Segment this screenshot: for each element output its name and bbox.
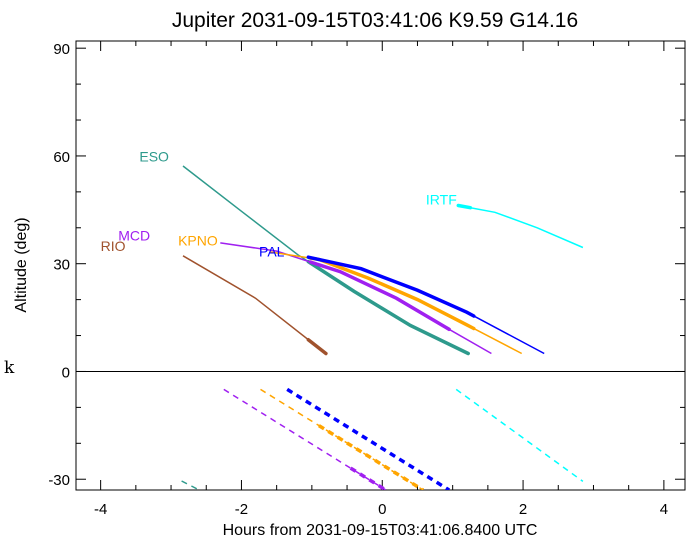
- y-axis-label: Altitude (deg): [13, 217, 30, 312]
- series-rio-night: [306, 337, 328, 356]
- series-label-pal: PAL: [259, 244, 285, 260]
- y-tick-label: 0: [62, 364, 70, 381]
- series-mcd-night: [308, 260, 451, 332]
- series-label-irtf: IRTF: [426, 191, 457, 207]
- series-label-mcd: MCD: [118, 227, 150, 243]
- chart-title: Jupiter 2031-09-15T03:41:06 K9.59 G14.16: [172, 9, 578, 32]
- tick-labels: -4 -2 0 2 4 -30 0 30 60 90: [48, 41, 668, 518]
- y-tick-label: 30: [53, 257, 70, 274]
- series-label-rio: RIO: [101, 238, 126, 254]
- series-kpno-below-night: [317, 424, 425, 490]
- series-eso-below: [181, 480, 200, 490]
- series-eso-night: [306, 259, 470, 356]
- x-tick-label: -4: [94, 501, 107, 518]
- y-tick-label: 90: [53, 41, 70, 58]
- x-tick-label: -2: [235, 501, 248, 518]
- series-pal-night: [306, 255, 476, 318]
- series-mcd-below-night: [349, 466, 387, 490]
- series-rio-line: [182, 255, 327, 355]
- y-tick-label: -30: [48, 472, 70, 489]
- series-irtf-line: [458, 204, 584, 249]
- x-tick-label: 4: [660, 501, 668, 518]
- series-irtf-below: [455, 388, 584, 483]
- side-mark: k: [4, 358, 15, 378]
- axis-ticks: [76, 41, 685, 490]
- x-tick-label: 2: [519, 501, 527, 518]
- x-tick-label: 0: [378, 501, 386, 518]
- series-mcd-below: [223, 388, 387, 490]
- plot-area: [75, 40, 686, 491]
- series-pal-below-night: [286, 387, 451, 490]
- series-label-eso: ESO: [139, 148, 169, 164]
- x-axis-label: Hours from 2031-09-15T03:41:06.8400 UTC: [223, 522, 538, 539]
- series-label-kpno: KPNO: [178, 233, 218, 249]
- series-layer: [181, 165, 584, 490]
- series-pal-below: [286, 388, 450, 490]
- series-irtf-night: [456, 203, 473, 210]
- y-tick-label: 60: [53, 149, 70, 166]
